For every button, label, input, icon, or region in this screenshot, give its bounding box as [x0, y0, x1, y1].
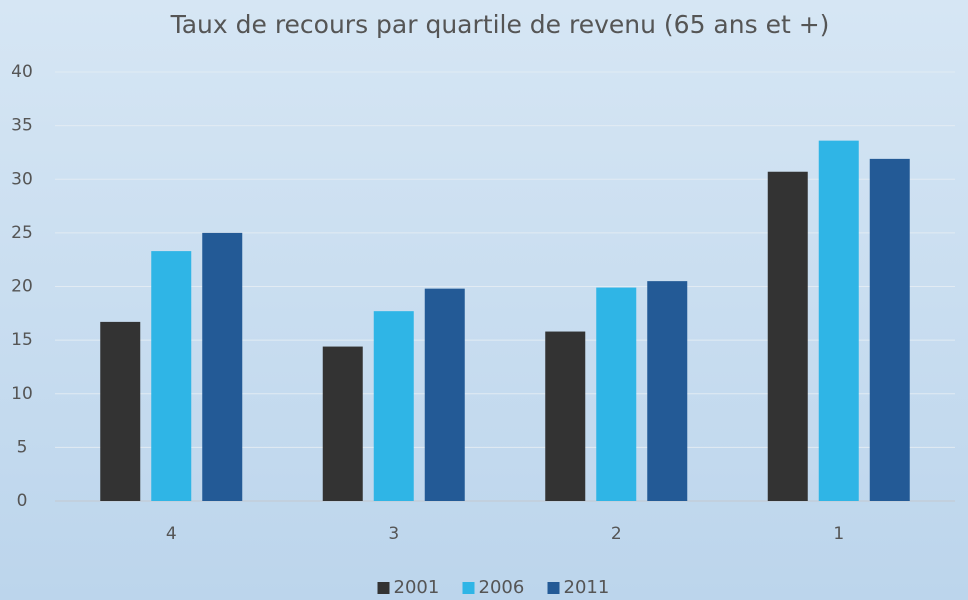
x-tick-label: 4: [166, 524, 177, 544]
bar: [202, 232, 243, 501]
bar: [151, 251, 192, 501]
y-tick-label: 10: [11, 384, 33, 404]
bar: [647, 281, 688, 501]
bar: [373, 311, 414, 501]
bar: [545, 331, 586, 501]
legend-swatch: [377, 582, 390, 594]
x-tick-label: 2: [611, 524, 622, 544]
chart-title: Taux de recours par quartile de revenu (…: [170, 10, 830, 39]
bar: [424, 288, 465, 501]
bar: [596, 287, 637, 501]
x-tick-label: 1: [833, 524, 844, 544]
legend-label: 2011: [564, 577, 610, 598]
bar: [818, 140, 859, 501]
legend-swatch: [547, 582, 560, 594]
bar: [767, 171, 808, 501]
bar: [322, 346, 363, 501]
y-tick-label: 40: [11, 62, 33, 82]
y-tick-label: 30: [11, 169, 33, 189]
y-tick-label: 35: [11, 116, 33, 136]
legend-label: 2006: [479, 577, 525, 598]
y-tick-label: 5: [17, 437, 28, 457]
y-tick-label: 15: [11, 330, 33, 350]
x-tick-label: 3: [388, 524, 399, 544]
bar: [869, 158, 910, 501]
legend-label: 2001: [394, 577, 440, 598]
y-tick-label: 20: [11, 277, 33, 297]
y-tick-label: 0: [17, 491, 28, 511]
bar: [100, 321, 141, 501]
legend-swatch: [462, 582, 475, 594]
y-tick-label: 25: [11, 223, 33, 243]
